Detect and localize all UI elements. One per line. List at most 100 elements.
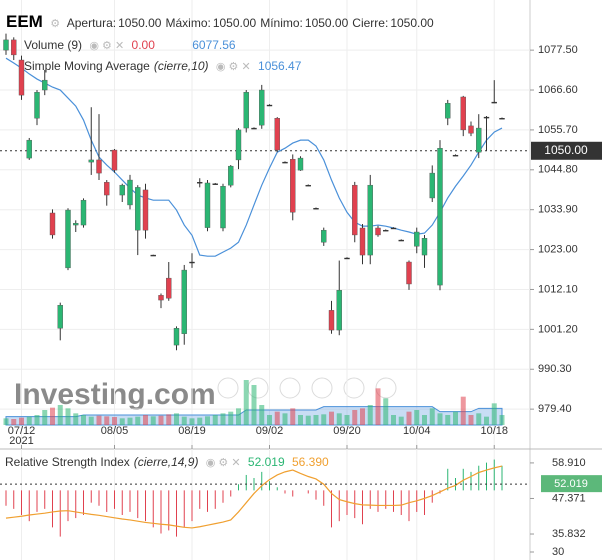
volume-bar [251,385,257,425]
volume-bar [367,405,373,425]
header-label: Máximo: [165,16,211,30]
volume-bar [34,415,40,425]
candle-body [80,199,87,226]
volume-bar [298,415,303,425]
candle-body [96,159,102,174]
y-tick-label: 30 [552,546,564,558]
candle-body [460,96,466,131]
rsi-legend: Relative Strength Index (cierre,14,9) ◉ ⚙… [5,455,333,469]
rsi-badge-label: 52.019 [554,478,588,490]
tool-icon[interactable] [217,377,239,399]
header-label: Cierre: [352,16,389,30]
candle-body [483,116,490,119]
candle-body [429,172,435,199]
candle-body [328,310,335,331]
volume-bar [499,415,505,425]
volume-bar [422,415,427,425]
candle-body [290,158,296,213]
volume-bar [189,418,195,425]
candle-body [367,184,373,256]
x-tick-label: 10/04 [403,425,431,437]
volume-bar [274,411,280,425]
candle-body [499,118,505,120]
y-tick-label: 47.371 [552,492,586,504]
candle-body [491,101,497,104]
candle-body [313,208,319,210]
volume-bar [352,410,358,425]
candle-body [421,238,428,256]
volume-bar [135,416,141,425]
candle-body [468,125,474,134]
legend-value: 1056.47 [258,59,302,73]
candle-body [181,269,187,334]
tool-icon[interactable] [375,377,397,399]
grid [0,0,530,560]
volume-bar [267,415,272,425]
candle-body [119,184,125,196]
candle-body [251,127,257,130]
volume-bar [468,415,474,425]
legend-name: Relative Strength Index [5,455,130,469]
legend-value: 52.019 [247,455,285,469]
volume-bar [96,415,102,425]
y-tick-label: 1044.80 [538,164,578,176]
candle-body [142,189,149,231]
candle-body [414,231,420,247]
candle-body [57,305,63,329]
candle-body [111,149,118,171]
volume-bar [290,408,296,425]
tool-icon[interactable] [311,377,333,399]
candle-body [375,227,381,236]
volume-bar [88,416,94,425]
candle-body [390,227,397,230]
y-tick-label: 979.40 [538,403,572,415]
header-value: 1050.00 [304,16,349,30]
legend-name: Volume (9) [24,38,83,52]
volume-bar [3,418,9,425]
icon[interactable]: ◉ ⚙ ✕ [215,61,251,73]
candle-body [476,127,482,153]
candle-body [166,277,172,299]
price-badge [531,141,602,160]
volume-bar [453,411,458,425]
icon[interactable]: ⚙ [50,18,61,30]
header-label: Mínimo: [260,16,303,30]
header: EEM ⚙ Apertura: 1050.00 Máximo: 1050.00 Míni… [6,12,442,32]
volume-bar [220,413,226,425]
volume-bar [243,380,249,425]
tool-icon[interactable] [343,377,365,399]
rsi-signal-line [5,465,503,529]
candle-body [445,102,451,119]
symbol: EEM [6,12,43,31]
x-year-label: 2021 [9,435,33,447]
y-tick-label: 1023.00 [538,243,578,255]
volume-bar [375,388,381,425]
icon[interactable]: ◉ ⚙ ✕ [89,40,125,52]
volume-bar [166,414,172,425]
volume-bar [158,415,164,425]
candle-body [452,154,459,157]
volume-bar [119,418,125,425]
y-tick-label: 990.30 [538,363,572,375]
header-label: Apertura: [66,16,117,30]
tool-icon[interactable] [279,377,301,399]
legend-name: Simple Moving Average [24,59,150,73]
candle-body [305,184,311,187]
volume-bar [65,408,71,425]
volume-bar [344,415,350,425]
candle-body [220,186,226,229]
candle-body [274,118,280,151]
toolbar [217,377,397,399]
volume-bar [42,410,48,425]
candle-body [42,79,48,91]
legend-value: 0.00 [131,38,155,52]
candle-body [73,223,79,226]
volume-bar [11,419,17,425]
volume-bar [329,411,334,425]
volume-bar [321,414,327,425]
legend-params: (cierre,10) [153,59,209,73]
icon[interactable]: ◉ ⚙ ✕ [205,457,241,469]
volume-bar [398,416,404,425]
y-tick-label: 35.832 [552,528,586,540]
